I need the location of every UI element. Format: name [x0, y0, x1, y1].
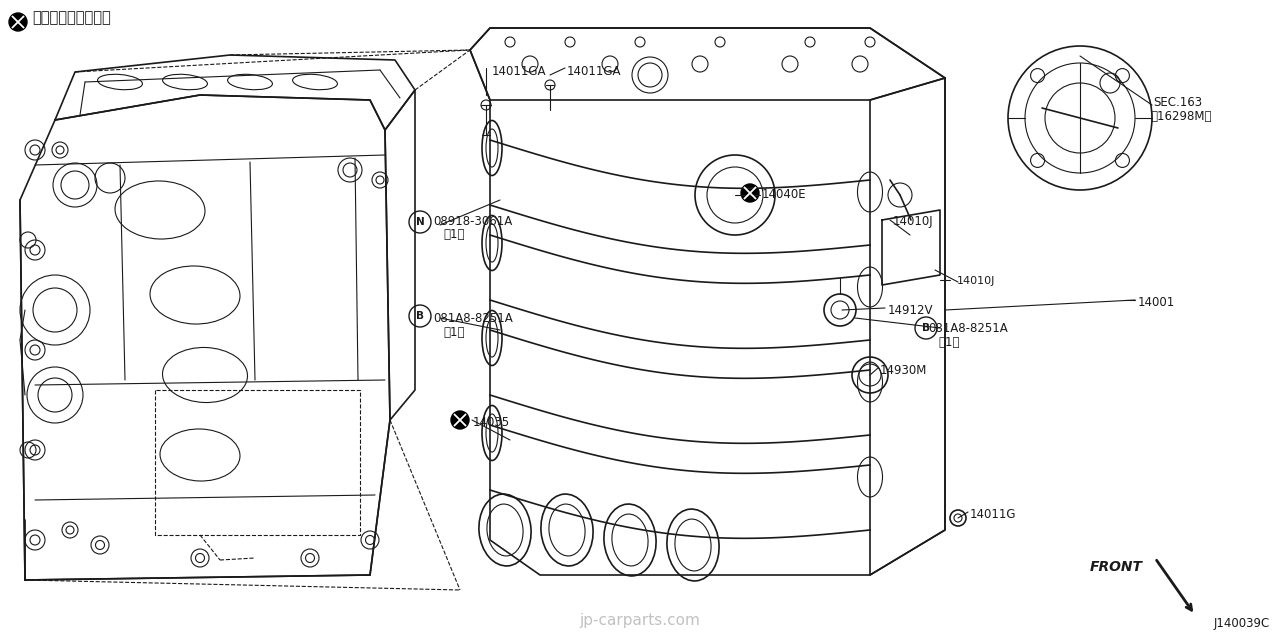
Text: 14930M: 14930M: [881, 364, 928, 377]
Circle shape: [451, 411, 468, 429]
Text: jp-carparts.com: jp-carparts.com: [580, 612, 700, 627]
Text: 14011G: 14011G: [970, 508, 1016, 521]
Text: 08918-3061A: 08918-3061A: [433, 215, 512, 228]
Text: （1）: （1）: [443, 326, 465, 339]
Text: B: B: [922, 323, 931, 333]
Circle shape: [9, 13, 27, 31]
Text: 14035: 14035: [474, 416, 511, 429]
Text: 〈16298M〉: 〈16298M〉: [1149, 110, 1211, 123]
Text: 14010J: 14010J: [893, 215, 933, 228]
Text: （1）: （1）: [938, 336, 960, 349]
Text: 印は再使用不可部品: 印は再使用不可部品: [32, 10, 111, 26]
Text: 14010J: 14010J: [957, 276, 996, 286]
Text: B: B: [416, 311, 424, 321]
Text: （1）: （1）: [443, 228, 465, 241]
Text: 14011GA: 14011GA: [567, 65, 622, 78]
Text: N: N: [416, 217, 425, 227]
Text: 081A8-8251A: 081A8-8251A: [433, 312, 513, 325]
Text: J140039C: J140039C: [1213, 617, 1270, 630]
Text: 14011GA: 14011GA: [492, 65, 547, 78]
Text: 081A8-8251A: 081A8-8251A: [928, 322, 1007, 335]
Text: 14040E: 14040E: [762, 188, 806, 201]
Circle shape: [741, 184, 759, 202]
Text: FRONT: FRONT: [1091, 560, 1143, 574]
Text: 14912V: 14912V: [888, 304, 933, 317]
Text: SEC.163: SEC.163: [1153, 96, 1202, 109]
Text: 14001: 14001: [1138, 296, 1175, 309]
